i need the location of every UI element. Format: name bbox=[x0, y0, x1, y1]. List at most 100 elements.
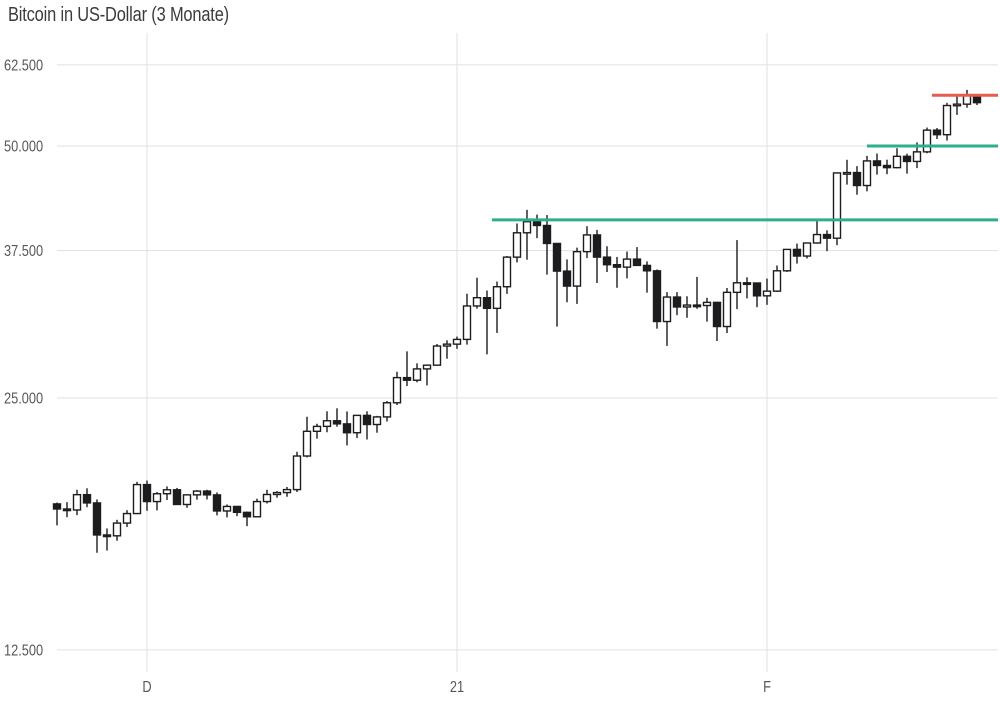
candle bbox=[942, 102, 952, 141]
candle bbox=[242, 511, 252, 527]
candle-body bbox=[222, 505, 232, 512]
axis-labels: 62.500 50.000 37.500 25.000 12.500 D 21 F bbox=[4, 57, 771, 696]
candle bbox=[292, 451, 302, 493]
candle bbox=[232, 505, 242, 517]
candle bbox=[512, 223, 522, 263]
candle bbox=[422, 364, 432, 386]
candle bbox=[302, 416, 312, 458]
candle-body bbox=[72, 493, 82, 511]
candle bbox=[762, 278, 772, 305]
candle bbox=[92, 499, 102, 553]
candle-body bbox=[682, 304, 692, 308]
candle-body bbox=[802, 242, 812, 257]
candle-body bbox=[402, 376, 412, 381]
x-tick-label: 21 bbox=[450, 679, 464, 697]
candle bbox=[772, 265, 782, 292]
candle-body bbox=[722, 291, 732, 328]
candle-body bbox=[412, 368, 422, 381]
candle-body bbox=[302, 430, 312, 457]
candle bbox=[792, 243, 802, 264]
candle bbox=[572, 247, 582, 304]
candle-body bbox=[82, 493, 92, 504]
candle-body bbox=[742, 282, 752, 286]
candle bbox=[472, 277, 482, 309]
candle bbox=[852, 166, 862, 195]
candle bbox=[672, 292, 682, 316]
candle bbox=[932, 128, 942, 140]
candle-body bbox=[242, 511, 252, 518]
candle bbox=[582, 226, 592, 259]
candle bbox=[652, 269, 662, 329]
candle bbox=[202, 489, 212, 500]
candle bbox=[902, 153, 912, 174]
candle-body bbox=[862, 160, 872, 187]
candle bbox=[722, 288, 732, 334]
candle bbox=[162, 486, 172, 501]
candle-body bbox=[512, 232, 522, 258]
candle bbox=[812, 218, 822, 244]
candle-body bbox=[932, 129, 942, 136]
candle bbox=[62, 502, 72, 518]
candle bbox=[592, 229, 602, 283]
candle bbox=[832, 172, 842, 246]
candle-body bbox=[942, 104, 952, 136]
candle bbox=[312, 423, 322, 439]
candle-body bbox=[542, 224, 552, 245]
candle-body bbox=[772, 270, 782, 292]
candle bbox=[252, 498, 262, 518]
candle bbox=[342, 411, 352, 446]
candle-body bbox=[662, 296, 672, 323]
y-tick-label: 50.000 bbox=[4, 138, 43, 156]
candle-body bbox=[632, 258, 642, 267]
candle-body bbox=[522, 221, 532, 234]
candle-body bbox=[232, 505, 242, 514]
candle-body bbox=[962, 95, 972, 105]
y-tick-label: 37.500 bbox=[4, 243, 43, 261]
candle-body bbox=[762, 290, 772, 297]
candle bbox=[952, 94, 962, 115]
candle-body bbox=[322, 420, 332, 428]
candle bbox=[152, 492, 162, 511]
candle bbox=[172, 487, 182, 506]
candle-body bbox=[792, 248, 802, 257]
chart-title: Bitcoin in US-Dollar (3 Monate) bbox=[8, 4, 229, 26]
candle-body bbox=[532, 221, 542, 227]
candle bbox=[742, 277, 752, 299]
candle bbox=[132, 481, 142, 515]
candle bbox=[842, 159, 852, 185]
candle bbox=[562, 259, 572, 303]
candle-body bbox=[312, 425, 322, 432]
candle bbox=[882, 159, 892, 175]
candle bbox=[122, 510, 132, 527]
candle-body bbox=[352, 414, 362, 434]
candle-body bbox=[112, 522, 122, 537]
candle-body bbox=[482, 297, 492, 310]
candle bbox=[552, 242, 562, 327]
candle bbox=[222, 504, 232, 518]
candle-body bbox=[142, 483, 152, 503]
candle bbox=[112, 519, 122, 541]
candle-body bbox=[732, 282, 742, 294]
candle-body bbox=[192, 490, 202, 496]
candle-body bbox=[712, 301, 722, 328]
candle-body bbox=[202, 490, 212, 496]
candle-body bbox=[622, 258, 632, 268]
candle-body bbox=[462, 305, 472, 341]
candle bbox=[102, 528, 112, 551]
candle bbox=[282, 486, 292, 497]
y-tick-label: 62.500 bbox=[4, 57, 43, 75]
candle-body bbox=[572, 250, 582, 287]
candle bbox=[452, 336, 462, 349]
candle-body bbox=[872, 160, 882, 167]
candle bbox=[632, 247, 642, 267]
y-tick-label: 25.000 bbox=[4, 390, 43, 408]
candle bbox=[192, 490, 202, 500]
candle-body bbox=[62, 508, 72, 512]
candle bbox=[622, 251, 632, 279]
candle-body bbox=[502, 256, 512, 288]
candle bbox=[272, 491, 282, 498]
candle bbox=[212, 492, 222, 516]
candle-body bbox=[252, 500, 262, 518]
